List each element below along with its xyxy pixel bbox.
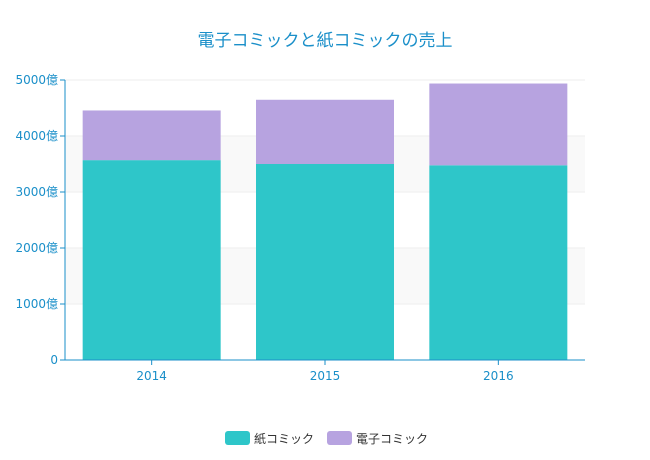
bar-2016-series-0 <box>429 165 568 360</box>
y-tick-label: 0 <box>50 353 58 367</box>
legend-label[interactable]: 電子コミック <box>356 432 428 446</box>
x-tick-label: 2015 <box>310 369 341 383</box>
bars <box>82 83 568 360</box>
legend: 紙コミック 電子コミック <box>225 431 428 446</box>
bar-2014-series-1 <box>82 110 221 161</box>
y-tick-label: 5000億 <box>15 73 58 87</box>
bar-2016-series-1 <box>429 83 568 166</box>
legend-swatch[interactable] <box>225 431 250 445</box>
y-tick-label: 1000億 <box>15 297 58 311</box>
axes: 2014 2015 2016 0 1000億 2000億 3000億 4000億 5000億 <box>15 73 585 383</box>
legend-label[interactable]: 紙コミック <box>254 431 314 446</box>
bar-2015-series-0 <box>256 164 394 360</box>
y-tick-label: 2000億 <box>15 241 58 255</box>
y-tick-label: 4000億 <box>15 129 58 143</box>
x-tick-label: 2014 <box>136 369 167 383</box>
legend-swatch[interactable] <box>327 431 352 445</box>
bar-2014-series-0 <box>82 160 221 360</box>
bar-2015-series-1 <box>256 99 394 164</box>
y-tick-label: 3000億 <box>15 185 58 199</box>
x-tick-label: 2016 <box>483 369 514 383</box>
chart-title: 電子コミックと紙コミックの売上 <box>198 31 453 51</box>
